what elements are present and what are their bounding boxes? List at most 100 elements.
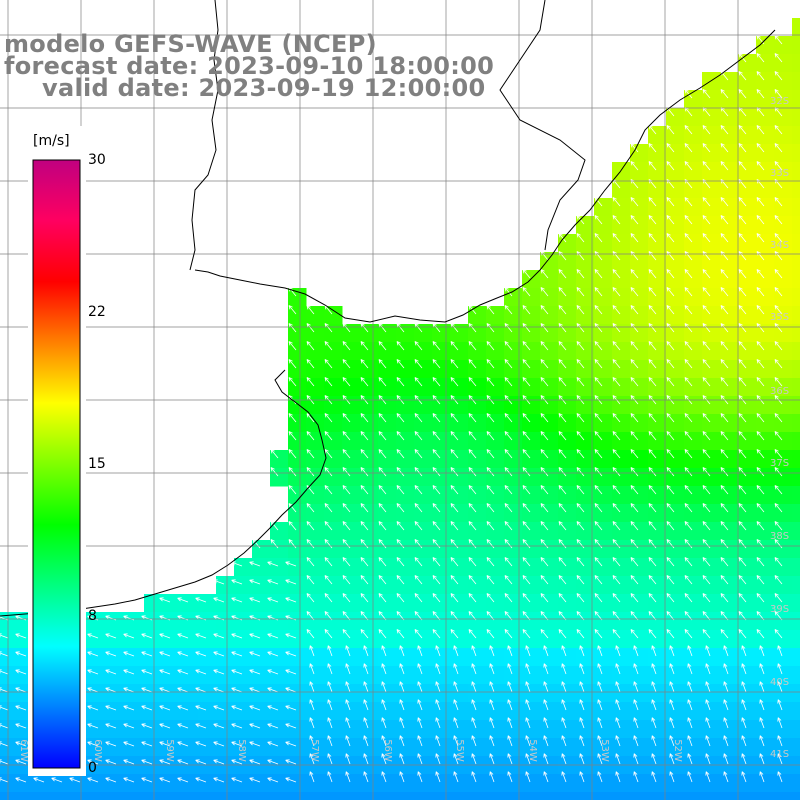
wind-cell — [684, 414, 703, 433]
wind-arrow-icon — [594, 485, 603, 495]
wind-cell — [450, 576, 469, 595]
wind-cell — [792, 162, 800, 181]
wind-arrow-icon — [576, 269, 585, 279]
wind-arrow-icon — [309, 753, 315, 765]
wind-cell — [504, 414, 523, 433]
wind-arrow-icon — [756, 53, 765, 63]
wind-cell — [612, 432, 631, 451]
wind-cell — [738, 576, 757, 595]
wind-cell — [54, 774, 73, 793]
wind-arrow-icon — [633, 645, 639, 657]
wind-arrow-icon — [558, 269, 567, 279]
wind-arrow-icon — [705, 681, 711, 693]
wind-cell — [198, 774, 217, 793]
wind-arrow-icon — [651, 735, 657, 747]
wind-arrow-icon — [324, 503, 333, 513]
wind-arrow-icon — [51, 777, 63, 783]
wind-arrow-icon — [504, 629, 513, 639]
wind-cell — [360, 504, 379, 523]
wind-cell — [738, 270, 757, 289]
wind-cell — [774, 396, 793, 415]
wind-arrow-icon — [774, 575, 783, 585]
wind-cell — [540, 630, 559, 649]
wind-cell — [630, 162, 649, 181]
wind-cell — [756, 450, 775, 469]
wind-arrow-icon — [576, 593, 585, 603]
wind-cell — [396, 792, 415, 800]
wind-arrow-icon — [450, 629, 459, 639]
wind-arrow-icon — [612, 359, 621, 369]
wind-cell — [414, 612, 433, 631]
wind-cell — [702, 594, 721, 613]
wind-arrow-icon — [774, 35, 783, 45]
wind-arrow-icon — [231, 669, 243, 675]
wind-cell — [162, 738, 181, 757]
wind-cell — [756, 216, 775, 235]
wind-cell — [702, 198, 721, 217]
wind-cell — [468, 342, 487, 361]
wind-arrow-icon — [504, 413, 513, 423]
wind-cell — [738, 342, 757, 361]
wind-cell — [306, 630, 325, 649]
wind-cell — [270, 540, 289, 559]
wind-cell — [702, 270, 721, 289]
wind-arrow-icon — [285, 615, 297, 621]
wind-cell — [414, 396, 433, 415]
wind-cell — [702, 666, 721, 685]
wind-arrow-icon — [612, 629, 621, 639]
wind-cell — [306, 666, 325, 685]
wind-cell — [108, 720, 127, 739]
wind-arrow-icon — [666, 305, 675, 315]
wind-cell — [774, 306, 793, 325]
wind-arrow-icon — [702, 593, 711, 603]
wind-cell — [648, 198, 667, 217]
wind-arrow-icon — [540, 413, 549, 423]
wind-cell — [684, 774, 703, 793]
wind-cell — [774, 792, 793, 800]
wind-cell — [576, 630, 595, 649]
wind-cell — [306, 612, 325, 631]
wind-arrow-icon — [306, 377, 315, 387]
wind-cell — [504, 288, 523, 307]
wind-cell — [432, 612, 451, 631]
wind-cell — [648, 450, 667, 469]
wind-arrow-icon — [759, 753, 765, 765]
wind-arrow-icon — [105, 723, 117, 729]
wind-cell — [90, 648, 109, 667]
wind-cell — [360, 774, 379, 793]
wind-arrow-icon — [450, 359, 459, 369]
wind-arrow-icon — [774, 359, 783, 369]
wind-arrow-icon — [651, 753, 657, 765]
wind-arrow-icon — [396, 431, 405, 441]
wind-arrow-icon — [702, 215, 711, 225]
wind-cell — [648, 144, 667, 163]
wind-cell — [378, 396, 397, 415]
wind-cell — [630, 450, 649, 469]
wind-cell — [216, 576, 235, 595]
wind-cell — [522, 630, 541, 649]
wind-arrow-icon — [597, 717, 603, 729]
wind-cell — [522, 306, 541, 325]
wind-cell — [792, 270, 800, 289]
wind-cell — [360, 630, 379, 649]
wind-arrow-icon — [504, 539, 513, 549]
wind-arrow-icon — [468, 359, 477, 369]
wind-arrow-icon — [324, 539, 333, 549]
wind-arrow-icon — [684, 359, 693, 369]
wind-cell — [702, 324, 721, 343]
wind-cell — [198, 684, 217, 703]
wind-cell — [792, 414, 800, 433]
wind-cell — [738, 450, 757, 469]
wind-cell — [396, 468, 415, 487]
wind-arrow-icon — [756, 611, 765, 621]
wind-arrow-icon — [702, 251, 711, 261]
wind-arrow-icon — [684, 485, 693, 495]
wind-cell — [288, 342, 307, 361]
wind-cell — [378, 378, 397, 397]
wind-cell — [342, 792, 361, 800]
wind-cell — [738, 468, 757, 487]
wind-arrow-icon — [525, 753, 531, 765]
wind-cell — [414, 324, 433, 343]
wind-cell — [756, 486, 775, 505]
wind-cell — [396, 378, 415, 397]
